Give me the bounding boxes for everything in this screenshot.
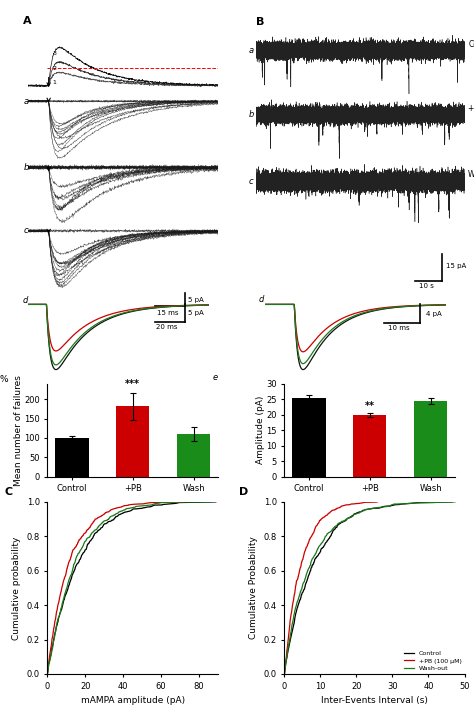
Y-axis label: Amplitude (pA): Amplitude (pA) [256,396,265,465]
Wash-out [452,498,458,506]
Bar [55,438,89,477]
Y-axis label: Cumulative probability: Cumulative probability [12,536,21,640]
Line: Control: Control [284,502,452,674]
Text: c: c [248,177,253,186]
Y-axis label: Cumulative Probability: Cumulative Probability [249,536,258,640]
Text: b: b [23,163,29,172]
Text: a: a [248,46,254,55]
Control [292,619,297,627]
Text: D: D [239,487,249,497]
+PB (100 μM) [282,670,287,678]
Legend: Control, +PB (100 μM), Wash-out: Control, +PB (100 μM), Wash-out [404,651,461,671]
Control [293,608,299,617]
+PB (100 μM) [297,565,303,574]
Bar [177,434,210,477]
Wash-out [286,642,292,650]
Text: c: c [23,227,28,235]
Text: 15 ms: 15 ms [157,310,178,315]
Text: 10 s: 10 s [419,282,434,289]
+PB (100 μM) [296,569,302,578]
Wash-out [318,541,323,549]
Wash-out [306,564,312,572]
Text: e: e [213,373,218,382]
+PB (100 μM) [314,521,319,530]
Text: B: B [256,16,264,27]
Wash-out [300,582,305,591]
Text: 5 pA: 5 pA [188,297,203,303]
Text: **: ** [365,401,375,411]
Bar [292,397,326,477]
Text: %: % [0,375,8,384]
Text: 4 pA: 4 pA [426,310,441,317]
Control [303,579,309,587]
Text: 2: 2 [53,66,56,71]
Text: 10 ms: 10 ms [388,325,410,331]
Text: 5 pA: 5 pA [188,310,204,316]
Text: ***: *** [125,379,140,389]
+PB (100 μM) [298,560,304,569]
Text: d: d [23,296,28,305]
Y-axis label: Mean number of failures: Mean number of failures [14,375,23,485]
Text: Control: Control [468,39,474,49]
Text: a: a [23,97,28,105]
Bar [414,401,447,477]
Text: 15 pA: 15 pA [446,263,466,270]
Control [283,660,288,669]
Text: 20 ms: 20 ms [156,324,178,331]
Control [303,579,309,588]
Text: 1: 1 [53,80,56,85]
X-axis label: mAMPA amplitude (pA): mAMPA amplitude (pA) [81,696,185,706]
Text: d: d [258,295,264,304]
Text: Wash out: Wash out [468,170,474,179]
+PB (100 μM) [305,539,311,548]
Bar [353,415,386,477]
Wash-out [284,651,290,660]
+PB (100 μM) [283,659,288,668]
Text: A: A [23,16,32,26]
Bar [116,406,149,477]
Text: 3: 3 [53,51,56,56]
Wash-out [319,538,325,546]
Line: +PB (100 μM): +PB (100 μM) [284,502,377,674]
Line: Wash-out: Wash-out [284,502,455,674]
Wash-out [282,670,287,678]
Control [282,670,287,678]
Control [449,498,455,506]
Text: +PB (100 µM): +PB (100 µM) [468,104,474,113]
Control [305,574,310,583]
Text: C: C [5,487,13,497]
Text: b: b [248,110,254,119]
+PB (100 μM) [374,498,380,506]
X-axis label: Inter-Events Interval (s): Inter-Events Interval (s) [321,696,428,706]
